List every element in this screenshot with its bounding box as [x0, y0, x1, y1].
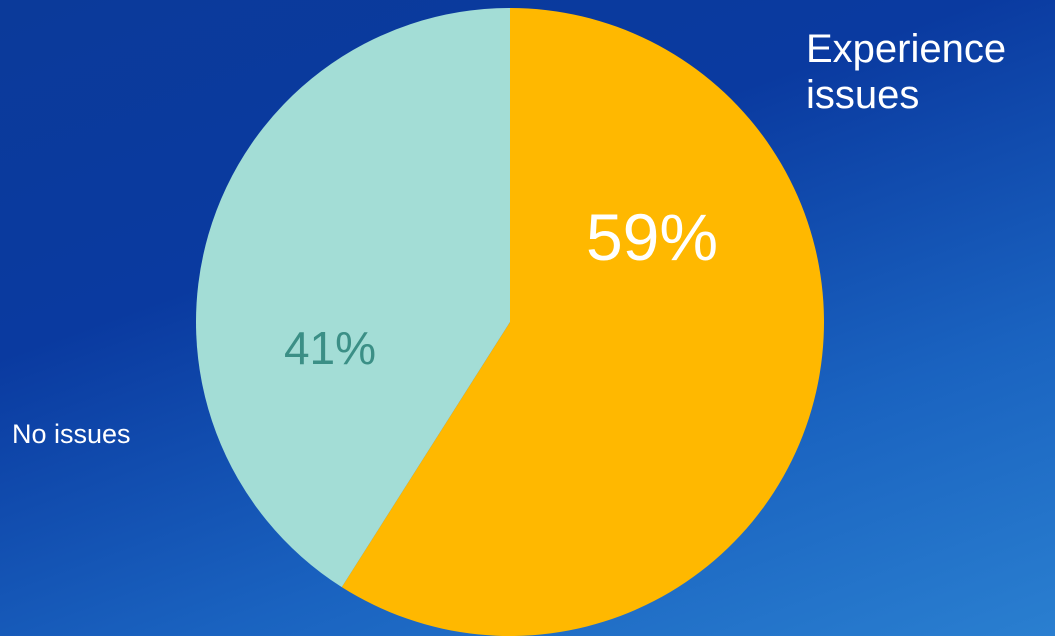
- pie-slice-experience-issues: [341, 8, 825, 636]
- slice-percent-experience-issues: 59%: [586, 200, 718, 274]
- slice-percent-no-issues: 41%: [284, 322, 376, 374]
- label-experience-issues: Experience issues: [806, 27, 1007, 117]
- label-no-issues: No issues: [12, 419, 131, 449]
- pie-slices: [196, 8, 825, 636]
- pie-slice-no-issues: [196, 8, 511, 588]
